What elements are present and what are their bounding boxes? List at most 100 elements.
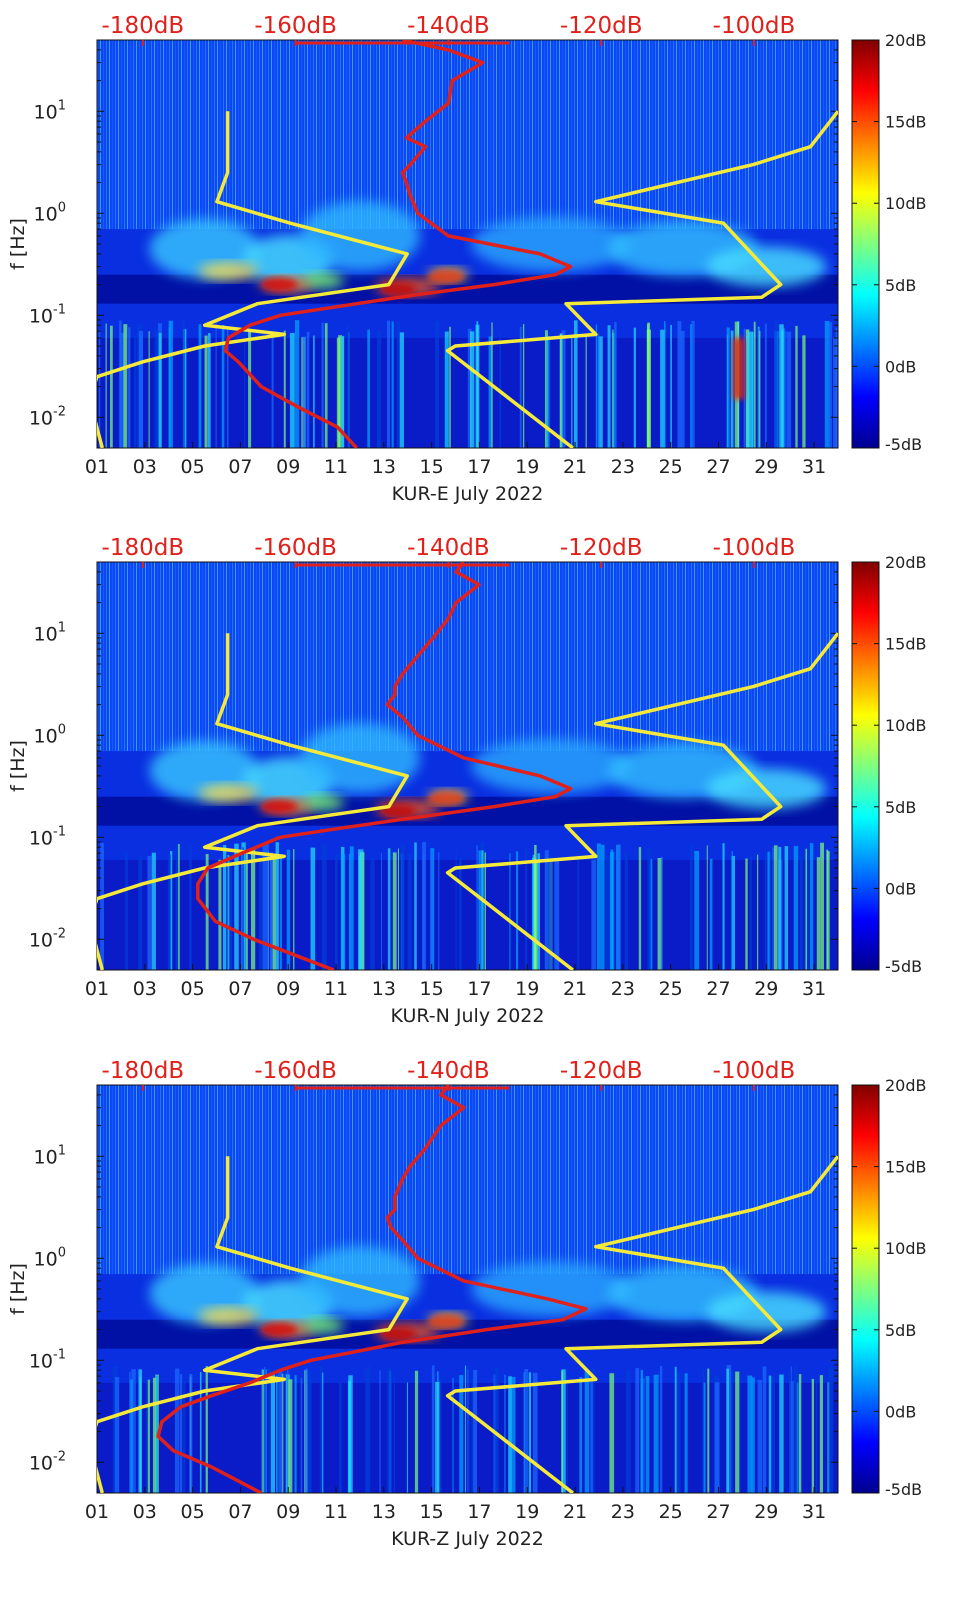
lowband-column: [287, 1379, 293, 1493]
lowband-column: [98, 329, 101, 448]
x-axis-label: KUR-Z July 2022: [391, 1528, 544, 1550]
lowband-column: [804, 847, 807, 970]
station-label: KUR-Z: [391, 1528, 449, 1550]
lowband-column: [702, 1370, 705, 1493]
y-tick-label: 100: [34, 1245, 66, 1270]
y-tick-exponent: -2: [53, 926, 66, 941]
lowband-column: [204, 335, 208, 448]
lowband-column: [133, 335, 137, 448]
colorbar-tick-label: 5dB: [885, 276, 916, 295]
x-tick-label: 23: [611, 978, 635, 1000]
x-label-suffix: July 2022: [450, 1005, 545, 1027]
lowband-column: [439, 1378, 442, 1493]
lowband-column: [691, 320, 695, 448]
lowband-column: [566, 1365, 568, 1493]
x-tick-label: 19: [515, 978, 539, 1000]
lowband-column: [731, 855, 735, 970]
lowband-column: [571, 337, 573, 448]
lowband-column: [746, 335, 749, 448]
lowband-column: [281, 1373, 284, 1493]
y-tick-base: 10: [29, 929, 53, 951]
microseism-blob: [299, 1245, 420, 1316]
microseism-blob: [304, 272, 345, 289]
lowband-column: [386, 320, 391, 448]
lowband-column: [591, 859, 597, 970]
lowband-column: [241, 847, 245, 970]
y-tick-exponent: 0: [58, 1245, 66, 1260]
lowband-column: [401, 845, 405, 970]
lowband-column: [455, 851, 457, 970]
lowband-column: [573, 320, 578, 448]
lowband-column: [313, 335, 315, 448]
hot-spot: [260, 799, 297, 814]
lowband-column: [614, 322, 617, 448]
x-tick-label: 15: [420, 978, 444, 1000]
x-tick-label: 21: [563, 1501, 587, 1523]
lowband-column: [306, 331, 310, 448]
top-tick-label: -140dB: [407, 535, 490, 561]
y-tick-exponent: 0: [58, 722, 66, 737]
transient-streaks: [97, 40, 838, 230]
lowband-column: [321, 844, 327, 970]
lowband-column: [786, 331, 792, 448]
lowband-column: [730, 1369, 734, 1493]
lowband-column: [414, 1370, 419, 1493]
colorbar-tick-label: 20dB: [885, 1076, 927, 1095]
x-tick-label: 03: [133, 978, 157, 1000]
y-tick-label: 101: [34, 1143, 66, 1168]
lowband-column: [275, 842, 279, 970]
top-tick-label: -140dB: [407, 13, 490, 39]
lowband-column: [349, 846, 354, 970]
noise-model-low: [97, 1156, 409, 1493]
lowband-column: [270, 1372, 276, 1493]
colorbar-tick-label: 10dB: [885, 1239, 927, 1258]
lowband-column: [820, 842, 824, 970]
lowband-column: [764, 850, 767, 970]
x-tick-label: 01: [85, 1501, 109, 1523]
x-tick-label: 15: [420, 1501, 444, 1523]
lowband-column: [304, 1368, 308, 1493]
lowband-column: [367, 329, 370, 448]
lowband-column: [509, 853, 511, 970]
lowband-column: [579, 1377, 583, 1493]
lowband-column: [262, 845, 266, 970]
lowband-column: [544, 850, 549, 970]
colorbar: [851, 1084, 880, 1494]
lowband-column: [339, 1382, 342, 1493]
x-tick-label: 19: [515, 1501, 539, 1523]
lowband-column: [596, 843, 601, 970]
lowband-column: [300, 1377, 303, 1493]
x-tick-label: 31: [802, 1501, 826, 1523]
lowband-column: [263, 1367, 266, 1493]
lowband-column: [222, 845, 227, 970]
x-tick-label: 13: [372, 978, 396, 1000]
lowband-column: [607, 325, 611, 448]
lowband-column: [674, 1366, 677, 1493]
colorbar-tick-label: 0dB: [885, 1402, 916, 1421]
lowband-column: [407, 854, 412, 970]
y-tick-exponent: 1: [58, 98, 66, 113]
microseism-blob: [471, 738, 632, 794]
lowband-column: [189, 1373, 193, 1493]
x-tick-label: 31: [802, 978, 826, 1000]
y-tick-base: 10: [29, 827, 53, 849]
psd-curve: [156, 1085, 588, 1493]
lowband-column: [600, 844, 605, 970]
lowband-column: [528, 1372, 532, 1493]
x-tick-label: 11: [324, 978, 348, 1000]
lowband-column: [259, 852, 263, 970]
y-tick-base: 10: [34, 725, 58, 747]
lowband-column: [272, 856, 276, 970]
lowband-column: [773, 845, 778, 970]
lowband-column: [694, 850, 700, 970]
x-tick-label: 27: [706, 456, 730, 478]
lowband-column: [154, 329, 159, 448]
x-tick-label: 03: [133, 1501, 157, 1523]
lowband-column: [771, 1375, 776, 1493]
lowband-column: [227, 854, 230, 970]
lowband-column: [324, 323, 328, 448]
lowband-column: [585, 334, 587, 448]
lowband-column: [387, 1367, 392, 1493]
lowband-column: [546, 336, 550, 448]
lowband-column: [399, 332, 405, 448]
